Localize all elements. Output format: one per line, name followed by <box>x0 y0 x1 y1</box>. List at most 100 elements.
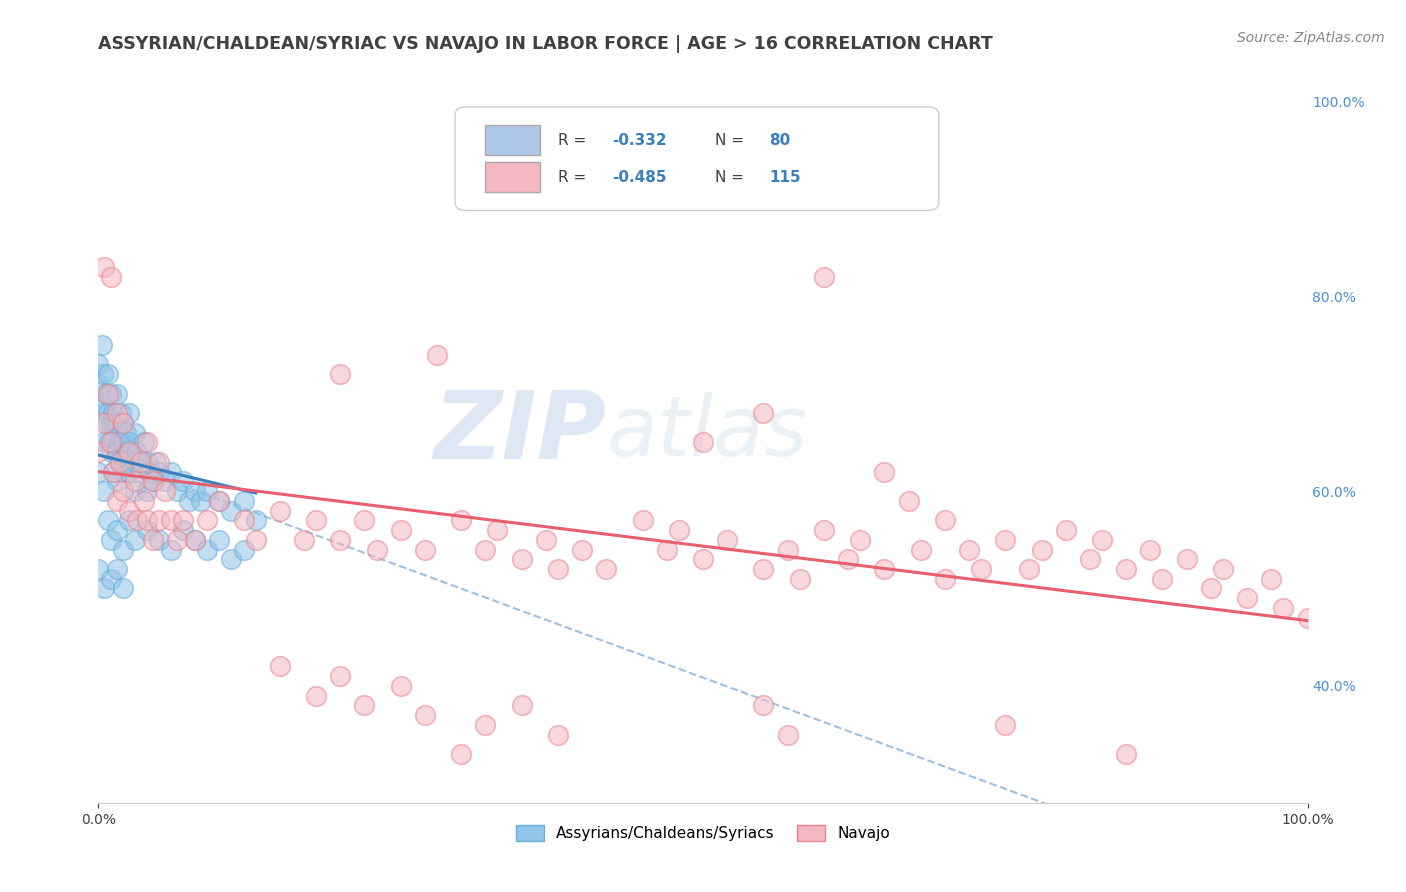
Point <box>129 465 152 479</box>
Point <box>716 533 738 547</box>
Point <box>789 572 811 586</box>
Point <box>184 484 207 499</box>
Point <box>115 425 138 440</box>
Point <box>813 523 835 537</box>
Point <box>129 455 152 469</box>
Point <box>292 533 315 547</box>
Text: -0.332: -0.332 <box>613 133 666 148</box>
Point <box>1091 533 1114 547</box>
Point <box>148 533 170 547</box>
Point <box>957 542 980 557</box>
Point <box>117 445 139 459</box>
Point <box>105 416 128 430</box>
Point <box>1260 572 1282 586</box>
Point <box>127 445 149 459</box>
Text: -0.485: -0.485 <box>613 169 666 185</box>
Point <box>172 523 194 537</box>
Point <box>142 533 165 547</box>
Point <box>776 542 799 557</box>
Point <box>305 689 328 703</box>
Point <box>104 445 127 459</box>
Point <box>111 484 134 499</box>
Point <box>97 367 120 381</box>
Point <box>232 542 254 557</box>
Text: Source: ZipAtlas.com: Source: ZipAtlas.com <box>1237 31 1385 45</box>
Point <box>96 416 118 430</box>
Point <box>101 406 124 420</box>
Point <box>547 728 569 742</box>
Point <box>118 435 141 450</box>
Point <box>897 493 920 508</box>
Point <box>474 542 496 557</box>
Point <box>91 338 114 352</box>
Point <box>127 513 149 527</box>
Point <box>245 533 267 547</box>
Point <box>486 523 509 537</box>
Point <box>172 513 194 527</box>
Bar <box>485 162 540 192</box>
Point <box>108 435 131 450</box>
Point <box>232 513 254 527</box>
Point <box>100 533 122 547</box>
Point <box>353 698 375 713</box>
Point <box>105 475 128 489</box>
Point <box>87 562 110 576</box>
Point <box>87 465 110 479</box>
Point <box>87 376 110 391</box>
Point <box>245 513 267 527</box>
Point <box>389 679 412 693</box>
Point <box>571 542 593 557</box>
Point <box>1175 552 1198 566</box>
Point <box>232 493 254 508</box>
Point <box>111 416 134 430</box>
Text: N =: N = <box>716 169 749 185</box>
Point <box>813 269 835 284</box>
Point <box>208 533 231 547</box>
Point <box>135 513 157 527</box>
Point <box>124 484 146 499</box>
Point <box>160 542 183 557</box>
Point <box>389 523 412 537</box>
Point <box>873 465 896 479</box>
Point <box>135 455 157 469</box>
Point <box>100 269 122 284</box>
Bar <box>485 126 540 155</box>
Point <box>138 465 160 479</box>
Point <box>103 416 125 430</box>
Text: 115: 115 <box>769 169 801 185</box>
Point <box>93 416 115 430</box>
Point <box>160 465 183 479</box>
Point <box>873 562 896 576</box>
Point <box>166 484 188 499</box>
Point <box>166 533 188 547</box>
Point <box>474 718 496 732</box>
Point <box>135 435 157 450</box>
Point <box>153 484 176 499</box>
Point <box>450 747 472 761</box>
Text: atlas: atlas <box>606 392 808 473</box>
Point <box>87 358 110 372</box>
Point <box>1031 542 1053 557</box>
Point <box>305 513 328 527</box>
Point <box>353 513 375 527</box>
Point <box>118 513 141 527</box>
Point <box>934 572 956 586</box>
Point <box>534 533 557 547</box>
Legend: Assyrians/Chaldeans/Syriacs, Navajo: Assyrians/Chaldeans/Syriacs, Navajo <box>510 819 896 847</box>
Point <box>111 465 134 479</box>
Point <box>105 523 128 537</box>
Point <box>849 533 872 547</box>
Point <box>111 542 134 557</box>
Point <box>1236 591 1258 606</box>
Text: R =: R = <box>558 169 591 185</box>
Point <box>100 386 122 401</box>
Point <box>221 503 243 517</box>
Point <box>124 533 146 547</box>
Point <box>142 475 165 489</box>
Point <box>124 425 146 440</box>
Point <box>134 493 156 508</box>
Point <box>776 728 799 742</box>
Point <box>366 542 388 557</box>
Point <box>101 465 124 479</box>
Point <box>105 406 128 420</box>
